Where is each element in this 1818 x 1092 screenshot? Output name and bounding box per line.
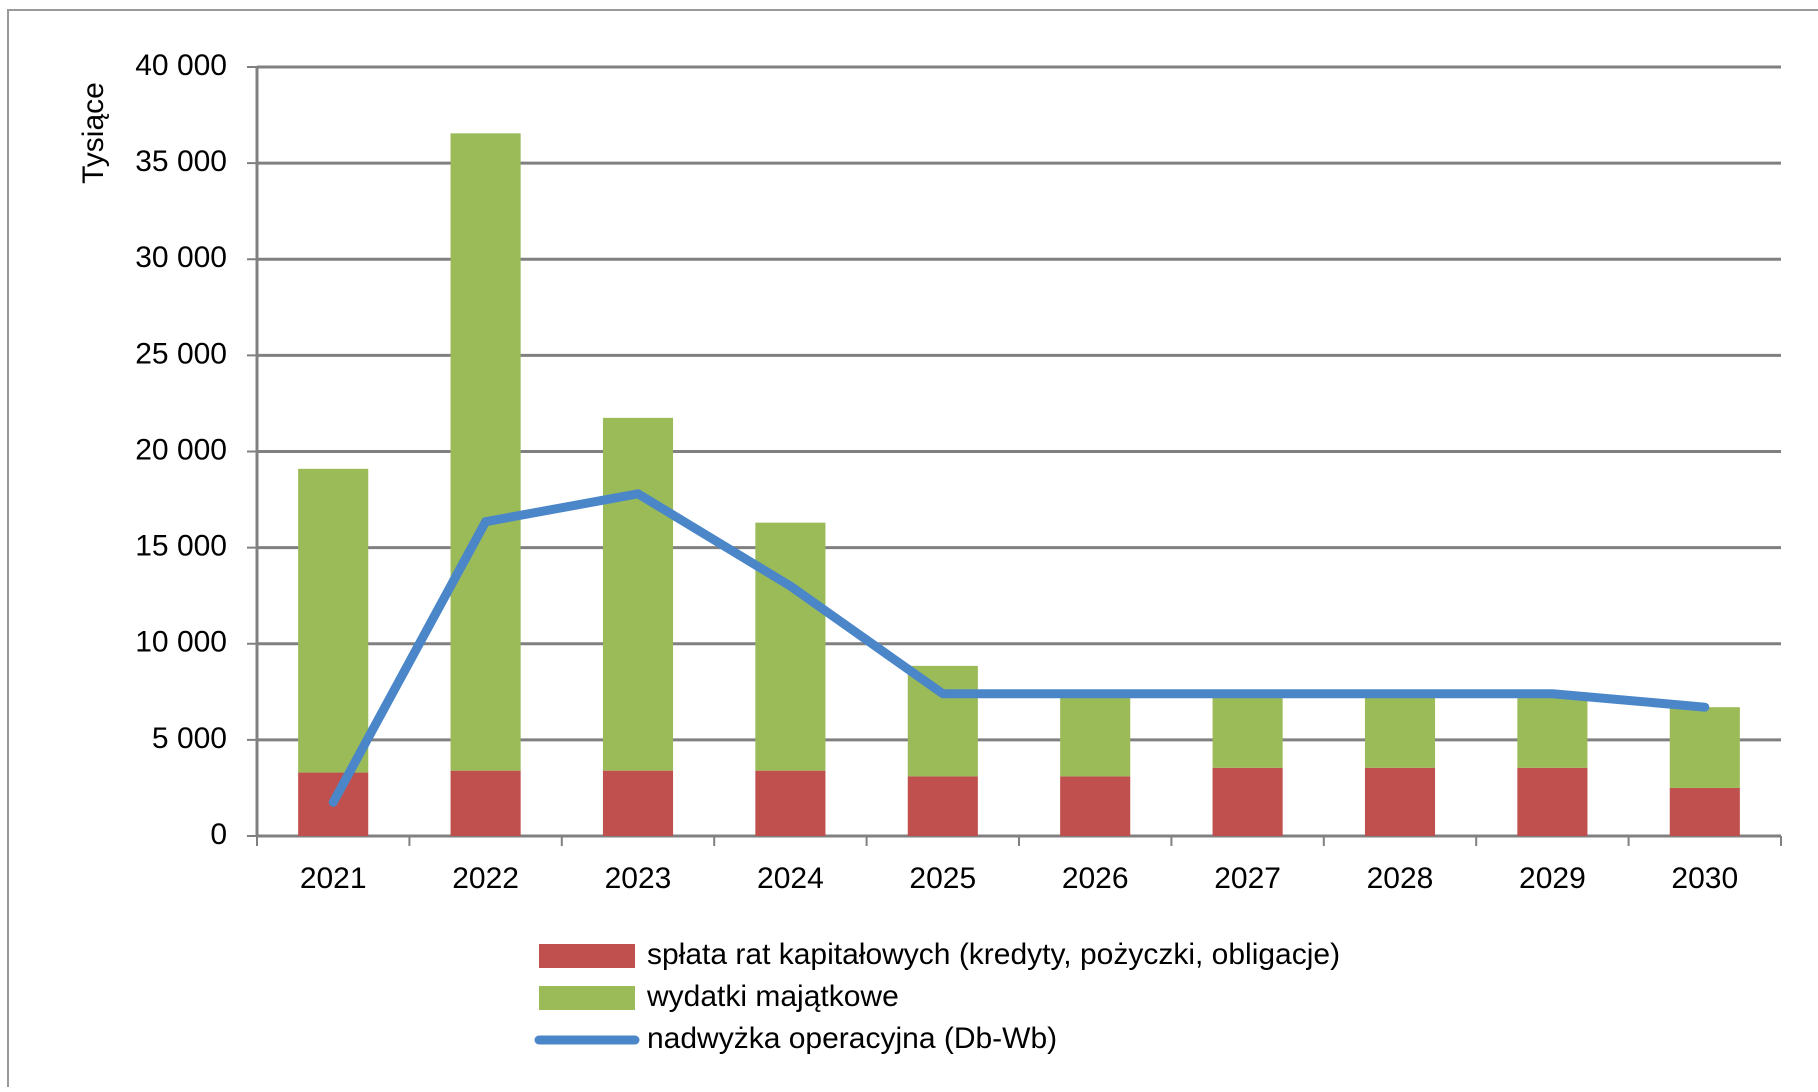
y-tick-label: 35 000	[135, 145, 227, 178]
bar	[755, 522, 826, 771]
bar	[1060, 776, 1131, 836]
x-tick-label: 2026	[1062, 862, 1129, 895]
y-tick-label: 20 000	[135, 433, 227, 466]
line	[328, 489, 1710, 807]
legend-swatch	[539, 986, 635, 1010]
bar	[1060, 695, 1131, 777]
x-tick-label: 2030	[1671, 862, 1738, 895]
y-tick-label: 0	[210, 818, 227, 851]
x-tick-label: 2024	[757, 862, 824, 895]
x-tick-label: 2022	[452, 862, 519, 895]
x-tick-label: 2025	[909, 862, 976, 895]
bar	[298, 468, 369, 773]
y-axis-label: Tysiące	[77, 82, 110, 184]
legend-label: nadwyżka operacyjna (Db-Wb)	[647, 1022, 1057, 1055]
bar	[1212, 695, 1283, 768]
y-tick-label: 40 000	[135, 49, 227, 82]
bar	[907, 665, 978, 777]
x-tick-label: 2029	[1519, 862, 1586, 895]
bar	[602, 417, 674, 771]
bar	[755, 770, 826, 836]
bar	[450, 133, 521, 771]
legend-label: spłata rat kapitałowych (kredyty, pożycz…	[647, 938, 1340, 971]
bar	[1364, 767, 1436, 836]
bar	[1212, 767, 1283, 836]
y-tick-label: 15 000	[135, 530, 227, 563]
y-tick-label: 10 000	[135, 626, 227, 659]
bar	[1364, 695, 1436, 768]
y-tick-label: 5 000	[152, 722, 227, 755]
x-tick-label: 2023	[605, 862, 672, 895]
bar	[907, 776, 978, 836]
y-tick-label: 25 000	[135, 337, 227, 370]
legend-label: wydatki majątkowe	[646, 980, 899, 1013]
x-tick-label: 2028	[1367, 862, 1434, 895]
bar	[1669, 707, 1740, 788]
y-tick-label: 30 000	[135, 241, 227, 274]
legend-swatch	[539, 944, 635, 968]
x-tick-label: 2021	[300, 862, 367, 895]
bar	[1517, 695, 1588, 768]
frame	[7, 9, 1818, 1092]
bar	[1669, 787, 1740, 836]
bar	[1517, 767, 1588, 836]
bar	[450, 770, 521, 836]
bar	[602, 770, 674, 836]
x-tick-label: 2027	[1214, 862, 1281, 895]
